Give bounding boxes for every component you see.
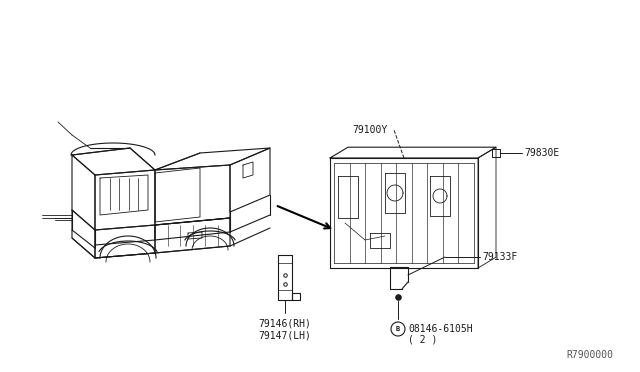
Text: 08146-6105H: 08146-6105H — [408, 324, 472, 334]
Text: ( 2 ): ( 2 ) — [408, 335, 437, 345]
Text: 79133F: 79133F — [482, 252, 517, 262]
Text: 79146(RH): 79146(RH) — [258, 318, 311, 328]
Text: R7900000: R7900000 — [566, 350, 614, 360]
Text: B: B — [396, 326, 400, 332]
Text: 79100Y: 79100Y — [352, 125, 387, 135]
Text: 79830E: 79830E — [524, 148, 559, 158]
Text: 79147(LH): 79147(LH) — [258, 330, 311, 340]
